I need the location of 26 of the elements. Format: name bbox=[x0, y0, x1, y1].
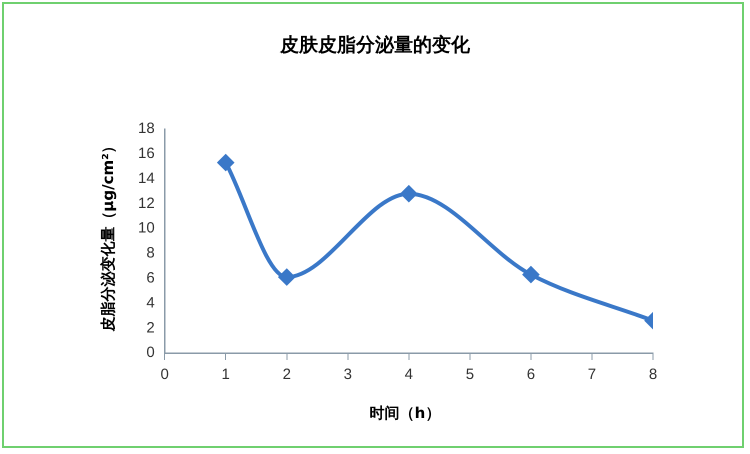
y-tick-label: 16 bbox=[138, 145, 155, 162]
x-tick-label: 1 bbox=[222, 366, 230, 384]
x-tick-label: 5 bbox=[466, 366, 474, 384]
y-tick-label: 12 bbox=[138, 194, 155, 212]
x-tick-label: 7 bbox=[588, 366, 596, 384]
x-tick-label: 6 bbox=[526, 366, 536, 384]
x-tick-label: 4 bbox=[404, 366, 414, 384]
point bbox=[400, 186, 417, 202]
y-tick-label: 2 bbox=[146, 319, 155, 336]
point bbox=[218, 154, 234, 171]
x-tick-label: 3 bbox=[344, 366, 352, 384]
y-tick-label: 14 bbox=[138, 170, 155, 187]
x-axis-title: 时间（h） bbox=[368, 404, 442, 423]
y-tick-label: 6 bbox=[146, 269, 155, 286]
point bbox=[522, 266, 539, 283]
point bbox=[278, 269, 295, 286]
y-tick-label: 0 bbox=[146, 344, 155, 362]
x-tick-label: 8 bbox=[648, 366, 658, 384]
y-tick-label: 18 bbox=[138, 120, 155, 138]
y-axis-title: 皮脂分泌变化量（μg/cm²） bbox=[99, 137, 118, 334]
x-tick-label: 0 bbox=[160, 366, 169, 384]
y-tick-label: 8 bbox=[146, 244, 155, 262]
x-tick-label: 2 bbox=[282, 366, 291, 384]
chart-title: 皮肤皮脂分泌量的变化 bbox=[278, 33, 471, 58]
y-tick-label: 4 bbox=[146, 294, 155, 312]
y-tick-label: 10 bbox=[138, 220, 155, 237]
